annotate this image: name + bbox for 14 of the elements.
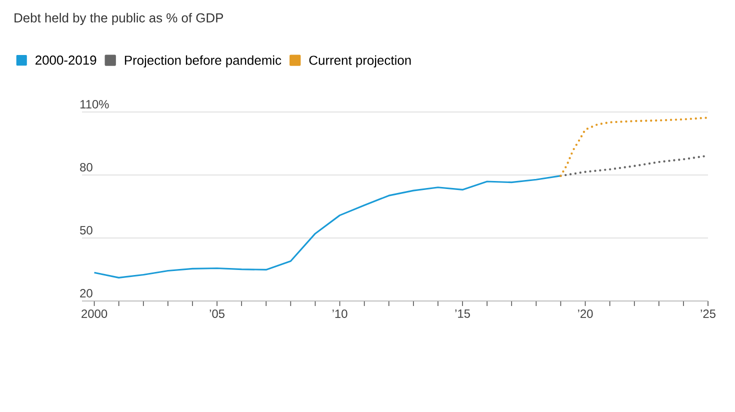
y-tick-label: 110% <box>80 100 109 108</box>
x-tick-label: ’10 <box>332 310 348 318</box>
x-tick-label: ’15 <box>455 310 470 318</box>
x-tick-label: ’20 <box>578 310 593 318</box>
x-tick-label: 2000 <box>82 310 108 318</box>
legend-label: 2000-2019 <box>36 56 96 65</box>
legend-label: Current projection <box>309 55 411 68</box>
y-tick-label: 80 <box>80 163 92 172</box>
y-tick-label: 50 <box>80 226 92 234</box>
chart-title: Debt held by the public as % of GDP <box>14 12 224 26</box>
x-tick-label: ’05 <box>210 310 224 318</box>
legend-label: Projection before pandemic <box>124 55 282 68</box>
y-tick-label: 20 <box>80 289 92 298</box>
x-tick-label: ’25 <box>700 310 716 318</box>
